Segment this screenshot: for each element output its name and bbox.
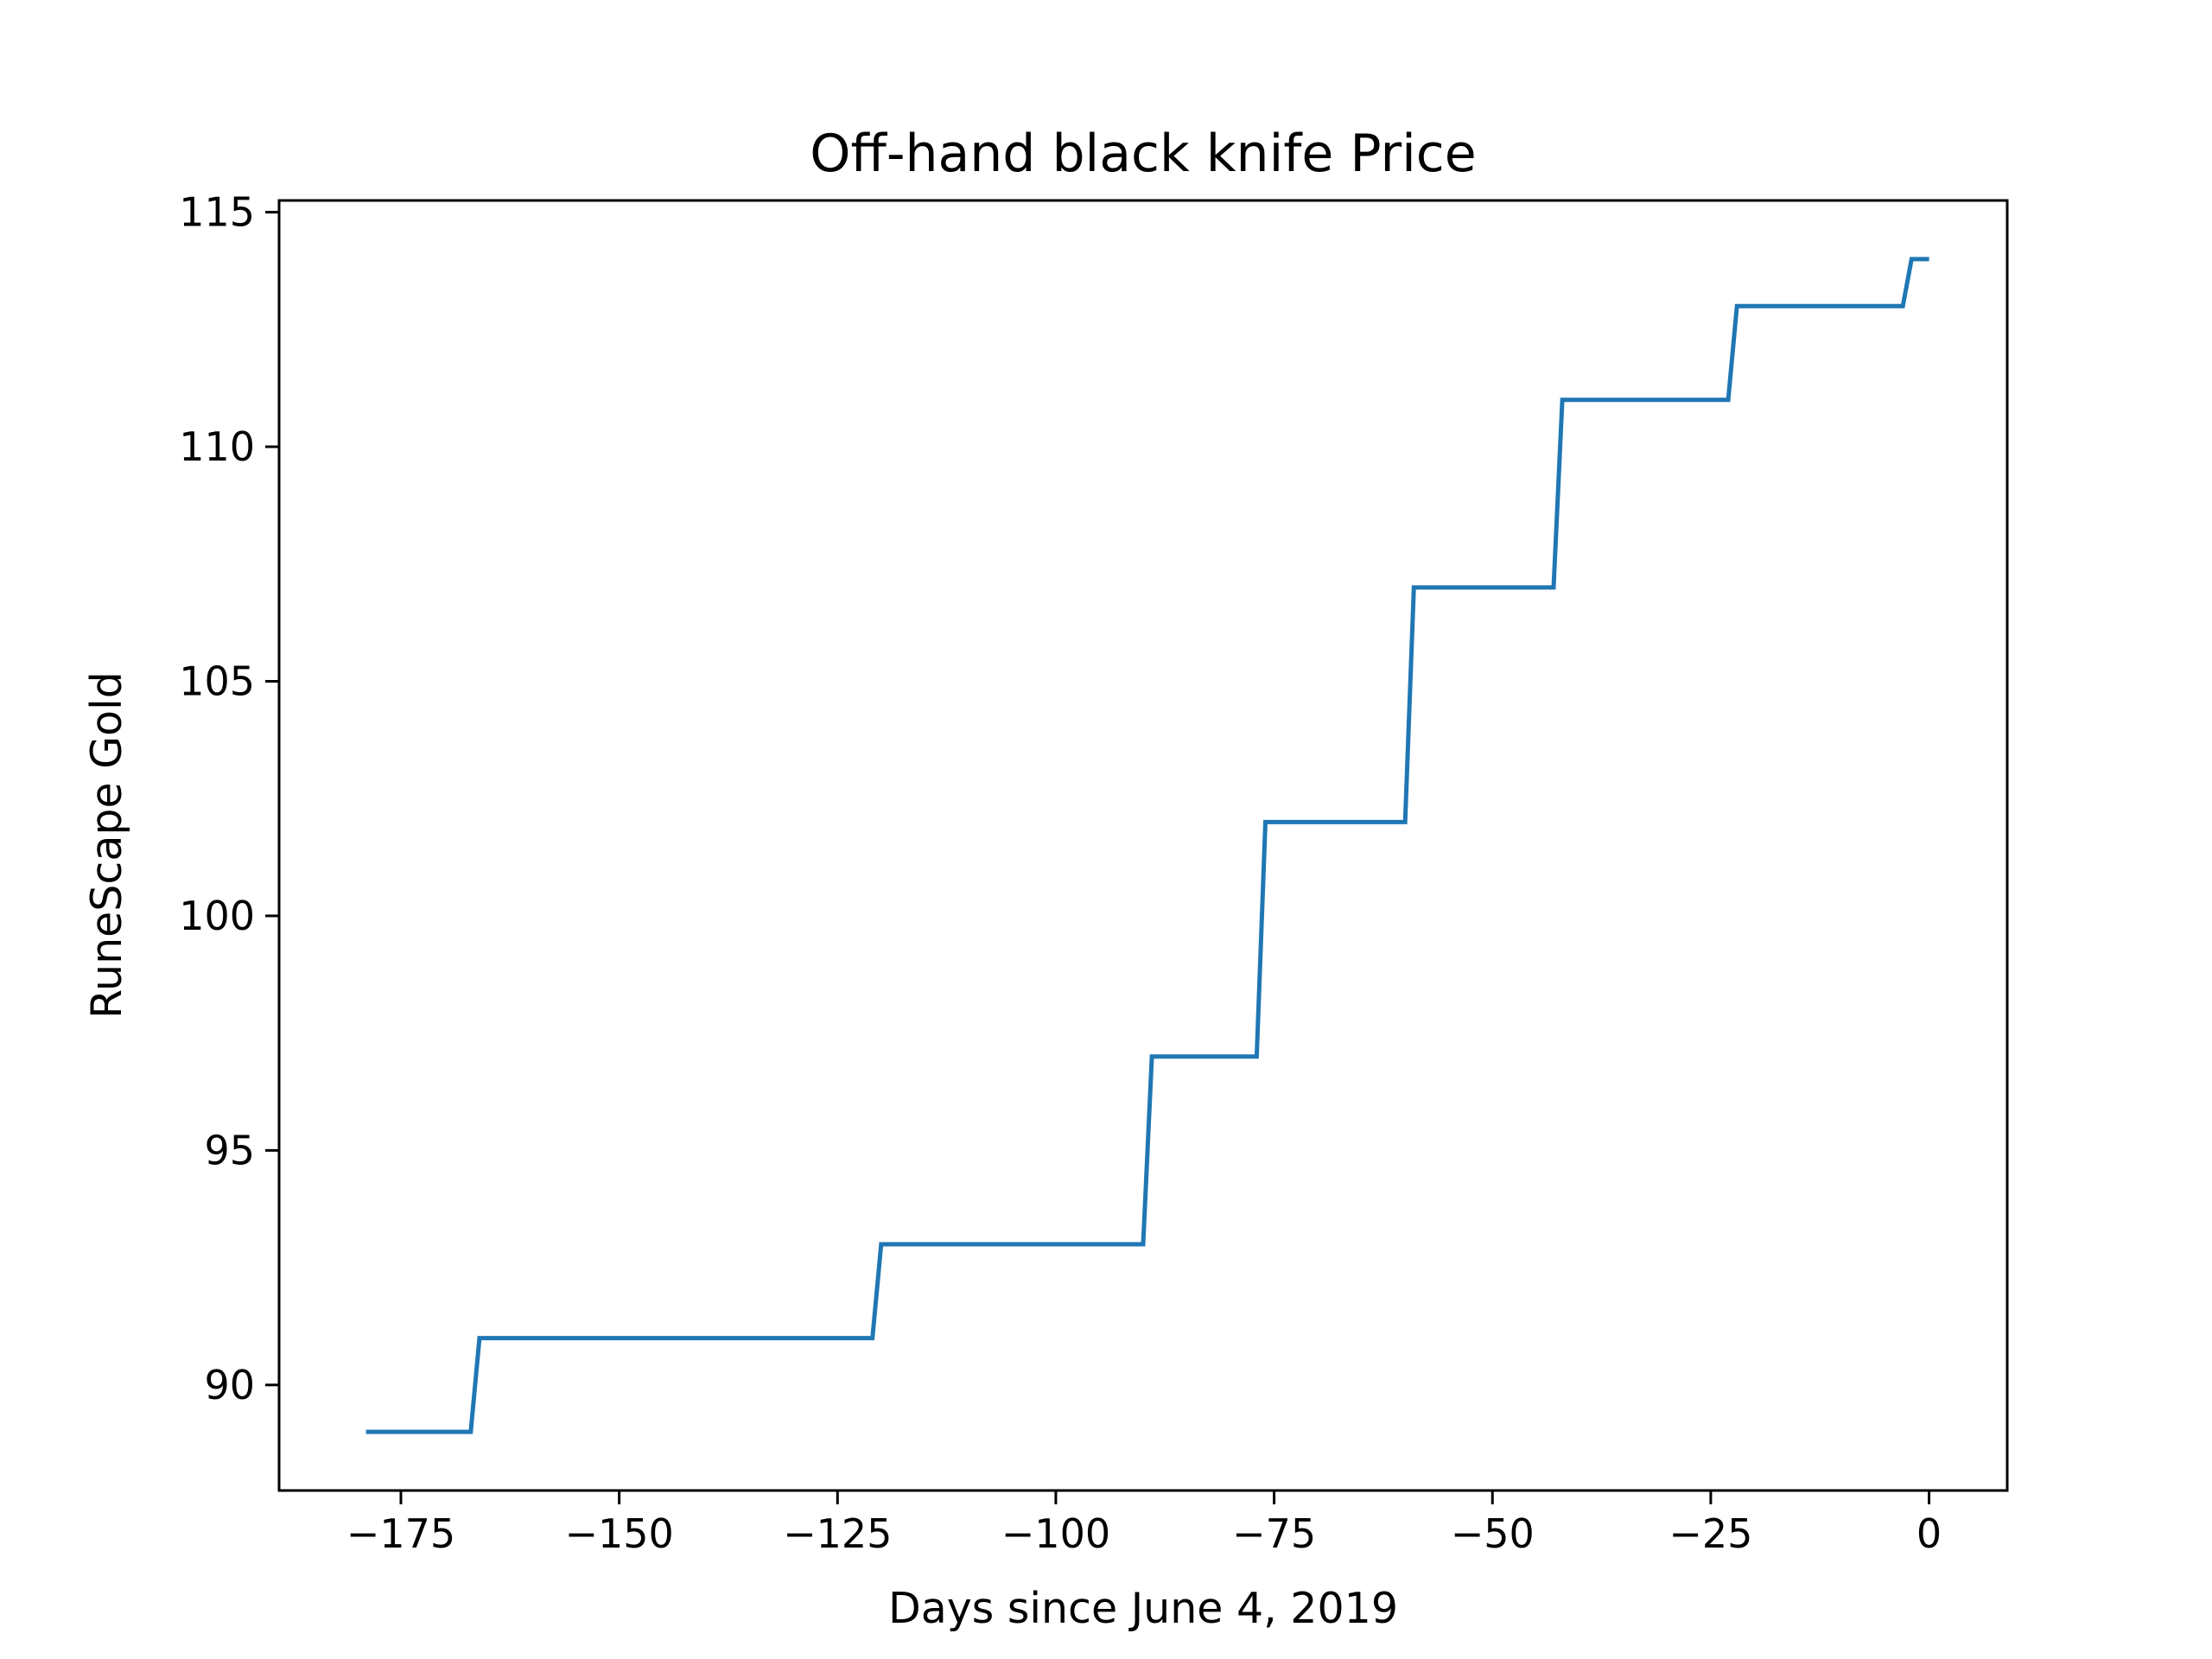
- y-tick-label: 110: [179, 423, 255, 470]
- chart-title: Off-hand black knife Price: [810, 124, 1476, 184]
- y-tick-label: 100: [179, 893, 255, 939]
- y-tick-label: 115: [179, 189, 255, 236]
- x-tick-label: 0: [1916, 1510, 1942, 1557]
- y-axis-label: RuneScape Gold: [82, 671, 131, 1019]
- y-tick-label: 90: [204, 1362, 255, 1408]
- x-axis-label: Days since June 4, 2019: [888, 1584, 1398, 1633]
- y-tick-label: 105: [179, 658, 255, 704]
- price-series-line-0: [365, 257, 1929, 1434]
- x-tick-label: −175: [346, 1510, 455, 1557]
- x-tick-label: −100: [1001, 1510, 1110, 1557]
- x-tick-label: −150: [564, 1510, 673, 1557]
- x-tick-label: −125: [783, 1510, 892, 1557]
- series-layer: [365, 257, 1929, 1434]
- y-axis: 90 95 100 105 110 115: [179, 189, 279, 1408]
- y-tick-label: 95: [204, 1127, 255, 1173]
- plot-frame: [277, 199, 2009, 1492]
- x-tick-label: −50: [1451, 1510, 1535, 1557]
- x-tick-label: −75: [1232, 1510, 1316, 1557]
- x-axis: −175 −150 −125 −100 −75 −50 −25 0: [346, 1491, 1942, 1557]
- x-tick-label: −25: [1669, 1510, 1752, 1557]
